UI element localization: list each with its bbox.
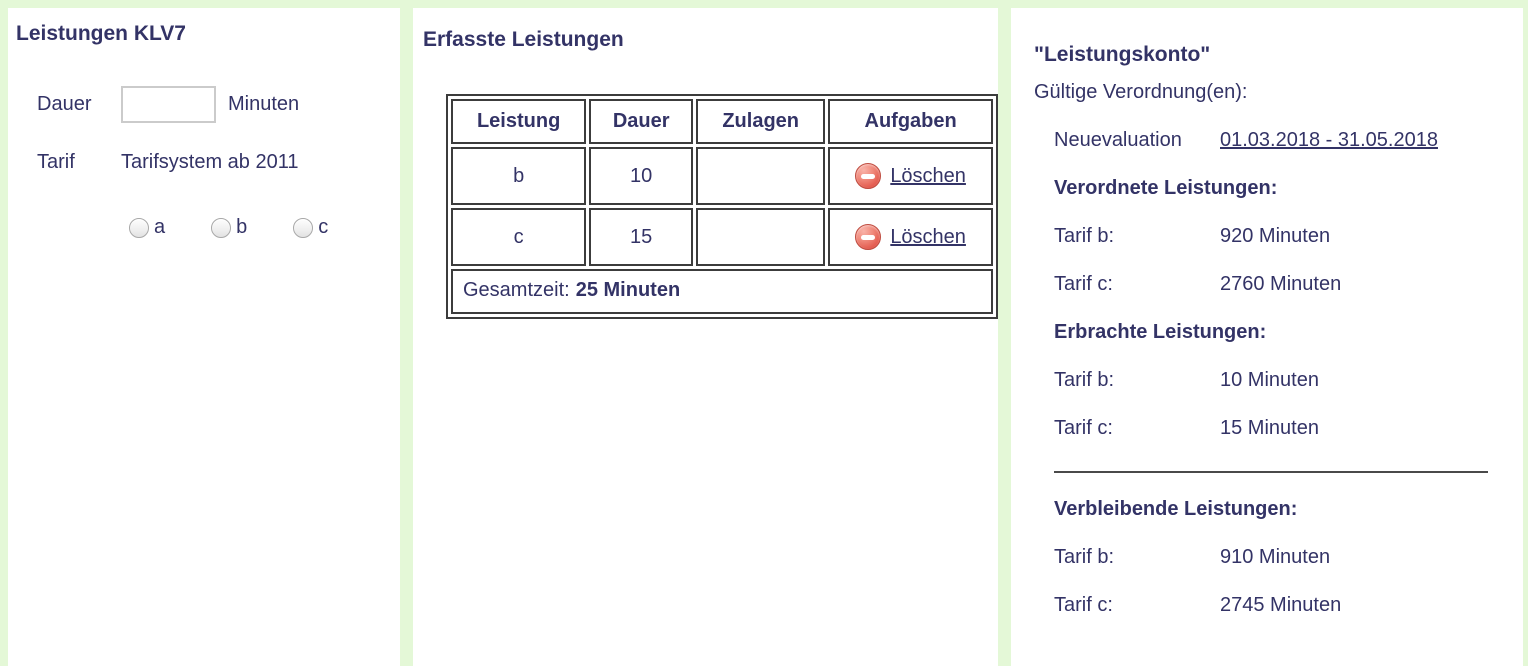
- tarif-c-label: Tarif c:: [1054, 594, 1113, 616]
- cell-zulagen: [696, 147, 826, 205]
- tarif-b-value: 910 Minuten: [1220, 546, 1331, 568]
- table-row: c 15 Löschen: [451, 208, 993, 266]
- tarif-c-value: 15 Minuten: [1220, 417, 1319, 439]
- tarif-c-label: Tarif c:: [1054, 417, 1113, 439]
- konto-row: Tarif b: 910 Minuten: [1054, 546, 1523, 569]
- panel-erfasste-leistungen: Erfasste Leistungen Leistung Dauer Zulag…: [413, 8, 998, 666]
- panel-title-erfasste: Erfasste Leistungen: [423, 28, 624, 51]
- section-heading-verordnete: Verordnete Leistungen:: [1054, 177, 1278, 199]
- radio-c-label: c: [318, 216, 329, 238]
- dauer-input[interactable]: [121, 86, 216, 123]
- section-heading-verbleibende: Verbleibende Leistungen:: [1054, 498, 1298, 520]
- radio-option-c[interactable]: c: [293, 216, 328, 239]
- konto-row: Tarif c: 2760 Minuten: [1054, 273, 1523, 296]
- header-zulagen: Zulagen: [696, 99, 826, 144]
- dauer-label: Dauer: [37, 93, 92, 115]
- header-leistung: Leistung: [451, 99, 587, 144]
- total-time-value: 25 Minuten: [575, 279, 681, 301]
- tarif-label: Tarif: [37, 151, 75, 173]
- panel-leistungen-klv7: Leistungen KLV7 Dauer Minuten Tarif Tari…: [8, 8, 400, 666]
- section-heading-erbrachte: Erbrachte Leistungen:: [1054, 321, 1267, 343]
- dauer-row: Dauer Minuten: [37, 86, 400, 123]
- tarif-b-value: 10 Minuten: [1220, 369, 1319, 391]
- tarif-c-value: 2760 Minuten: [1220, 273, 1342, 295]
- tarif-c-value: 2745 Minuten: [1220, 594, 1342, 616]
- cell-aufgaben: Löschen: [828, 147, 993, 205]
- leistungen-table: Leistung Dauer Zulagen Aufgaben b 10 Lös…: [446, 94, 998, 319]
- verordnung-date-range-link[interactable]: 01.03.2018 - 31.05.2018: [1220, 129, 1438, 151]
- radio-option-b[interactable]: b: [211, 216, 247, 239]
- panel-title-leistungen: Leistungen KLV7: [16, 22, 186, 45]
- panel-title-leistungskonto: "Leistungskonto": [1034, 43, 1211, 66]
- total-time-cell: Gesamtzeit: 25 Minuten: [451, 269, 993, 314]
- konto-row: Tarif b: 920 Minuten: [1054, 225, 1523, 248]
- radio-b-label: b: [236, 216, 248, 238]
- cell-aufgaben: Löschen: [828, 208, 993, 266]
- tarif-radio-group: a b c: [129, 216, 400, 239]
- table-footer-row: Gesamtzeit: 25 Minuten: [451, 269, 993, 314]
- total-time-label: Gesamtzeit:: [463, 279, 570, 301]
- cell-dauer: 10: [589, 147, 694, 205]
- cell-leistung: c: [451, 208, 587, 266]
- tarif-system-label: Tarifsystem ab 2011: [121, 151, 299, 173]
- tarif-c-label: Tarif c:: [1054, 273, 1113, 295]
- tarif-b-label: Tarif b:: [1054, 369, 1115, 391]
- tarif-row: Tarif Tarifsystem ab 2011: [37, 151, 400, 174]
- divider: [1054, 471, 1488, 473]
- radio-a-icon[interactable]: [129, 217, 149, 238]
- gueltige-verordnungen-label: Gültige Verordnung(en):: [1034, 81, 1248, 103]
- cell-dauer: 15: [589, 208, 694, 266]
- verordnung-name: Neuevaluation: [1054, 129, 1182, 151]
- table-header-row: Leistung Dauer Zulagen Aufgaben: [451, 99, 993, 144]
- radio-a-label: a: [154, 216, 166, 238]
- cell-leistung: b: [451, 147, 587, 205]
- minus-circle-icon[interactable]: [855, 224, 882, 250]
- header-aufgaben: Aufgaben: [828, 99, 993, 144]
- konto-row: Tarif c: 2745 Minuten: [1054, 594, 1523, 617]
- radio-c-icon[interactable]: [293, 217, 314, 238]
- table-row: b 10 Löschen: [451, 147, 993, 205]
- minus-circle-icon[interactable]: [855, 163, 882, 189]
- header-dauer: Dauer: [589, 99, 694, 144]
- tarif-b-label: Tarif b:: [1054, 546, 1115, 568]
- konto-row: Tarif c: 15 Minuten: [1054, 417, 1523, 440]
- verordnung-row: Neuevaluation 01.03.2018 - 31.05.2018: [1054, 129, 1523, 152]
- cell-zulagen: [696, 208, 826, 266]
- radio-option-a[interactable]: a: [129, 216, 165, 239]
- panel-leistungskonto: "Leistungskonto" Gültige Verordnung(en):…: [1011, 8, 1523, 666]
- radio-b-icon[interactable]: [211, 217, 232, 238]
- delete-link[interactable]: Löschen: [890, 164, 966, 187]
- tarif-b-label: Tarif b:: [1054, 225, 1115, 247]
- konto-row: Tarif b: 10 Minuten: [1054, 369, 1523, 392]
- tarif-b-value: 920 Minuten: [1220, 225, 1331, 247]
- delete-link[interactable]: Löschen: [890, 225, 966, 248]
- dauer-unit-label: Minuten: [228, 93, 300, 115]
